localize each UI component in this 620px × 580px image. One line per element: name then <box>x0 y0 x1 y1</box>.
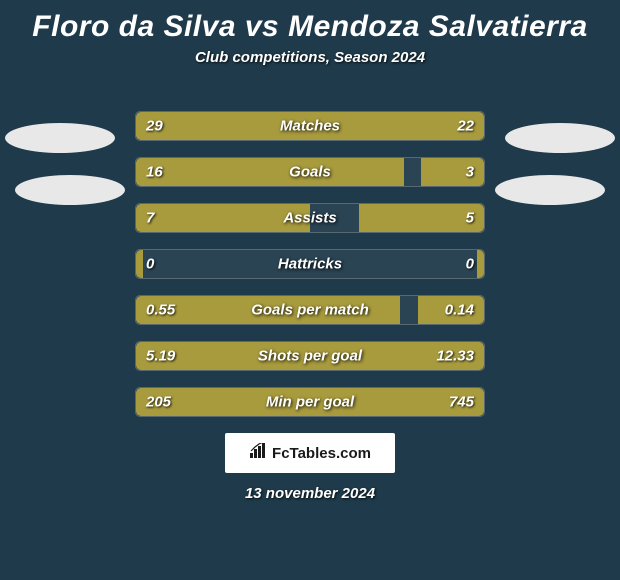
value-left: 7 <box>146 210 154 227</box>
bar-left <box>136 250 143 278</box>
value-right: 5 <box>466 210 474 227</box>
stat-label: Matches <box>280 118 340 135</box>
value-right: 3 <box>466 164 474 181</box>
stat-label: Hattricks <box>278 256 342 273</box>
stat-row: 5.19 12.33 Shots per goal <box>135 341 485 371</box>
avatar-placeholder <box>5 123 115 153</box>
value-right: 745 <box>449 394 474 411</box>
stat-row: 0.55 0.14 Goals per match <box>135 295 485 325</box>
player2-name: Mendoza Salvatierra <box>288 10 588 43</box>
bar-left <box>136 158 404 186</box>
value-left: 29 <box>146 118 163 135</box>
subtitle: Club competitions, Season 2024 <box>0 49 620 86</box>
stat-row: 16 3 Goals <box>135 157 485 187</box>
logo-text: FcTables.com <box>272 445 371 462</box>
stat-row: 205 745 Min per goal <box>135 387 485 417</box>
stat-label: Assists <box>283 210 336 227</box>
comparison-title: Floro da Silva vs Mendoza Salvatierra <box>0 0 620 49</box>
avatar-placeholder <box>495 175 605 205</box>
avatar-placeholder <box>15 175 125 205</box>
value-left: 205 <box>146 394 171 411</box>
value-left: 5.19 <box>146 348 175 365</box>
value-left: 0 <box>146 256 154 273</box>
value-left: 16 <box>146 164 163 181</box>
stat-row: 7 5 Assists <box>135 203 485 233</box>
stat-label: Goals per match <box>251 302 369 319</box>
value-right: 0 <box>466 256 474 273</box>
source-logo: FcTables.com <box>225 433 395 473</box>
chart-icon <box>249 443 267 464</box>
avatar-placeholder <box>505 123 615 153</box>
player1-name: Floro da Silva <box>32 10 236 43</box>
value-right: 12.33 <box>436 348 474 365</box>
stat-row: 29 22 Matches <box>135 111 485 141</box>
bar-right <box>477 250 484 278</box>
value-left: 0.55 <box>146 302 175 319</box>
stat-label: Min per goal <box>266 394 354 411</box>
stat-row: 0 0 Hattricks <box>135 249 485 279</box>
stat-label: Shots per goal <box>258 348 362 365</box>
date-label: 13 november 2024 <box>0 485 620 502</box>
value-right: 22 <box>457 118 474 135</box>
bar-right <box>421 158 484 186</box>
vs-label: vs <box>245 10 279 43</box>
stats-chart: 2922Matches163Goals75Assists00Hattricks0… <box>135 86 485 417</box>
stat-label: Goals <box>289 164 331 181</box>
value-right: 0.14 <box>445 302 474 319</box>
